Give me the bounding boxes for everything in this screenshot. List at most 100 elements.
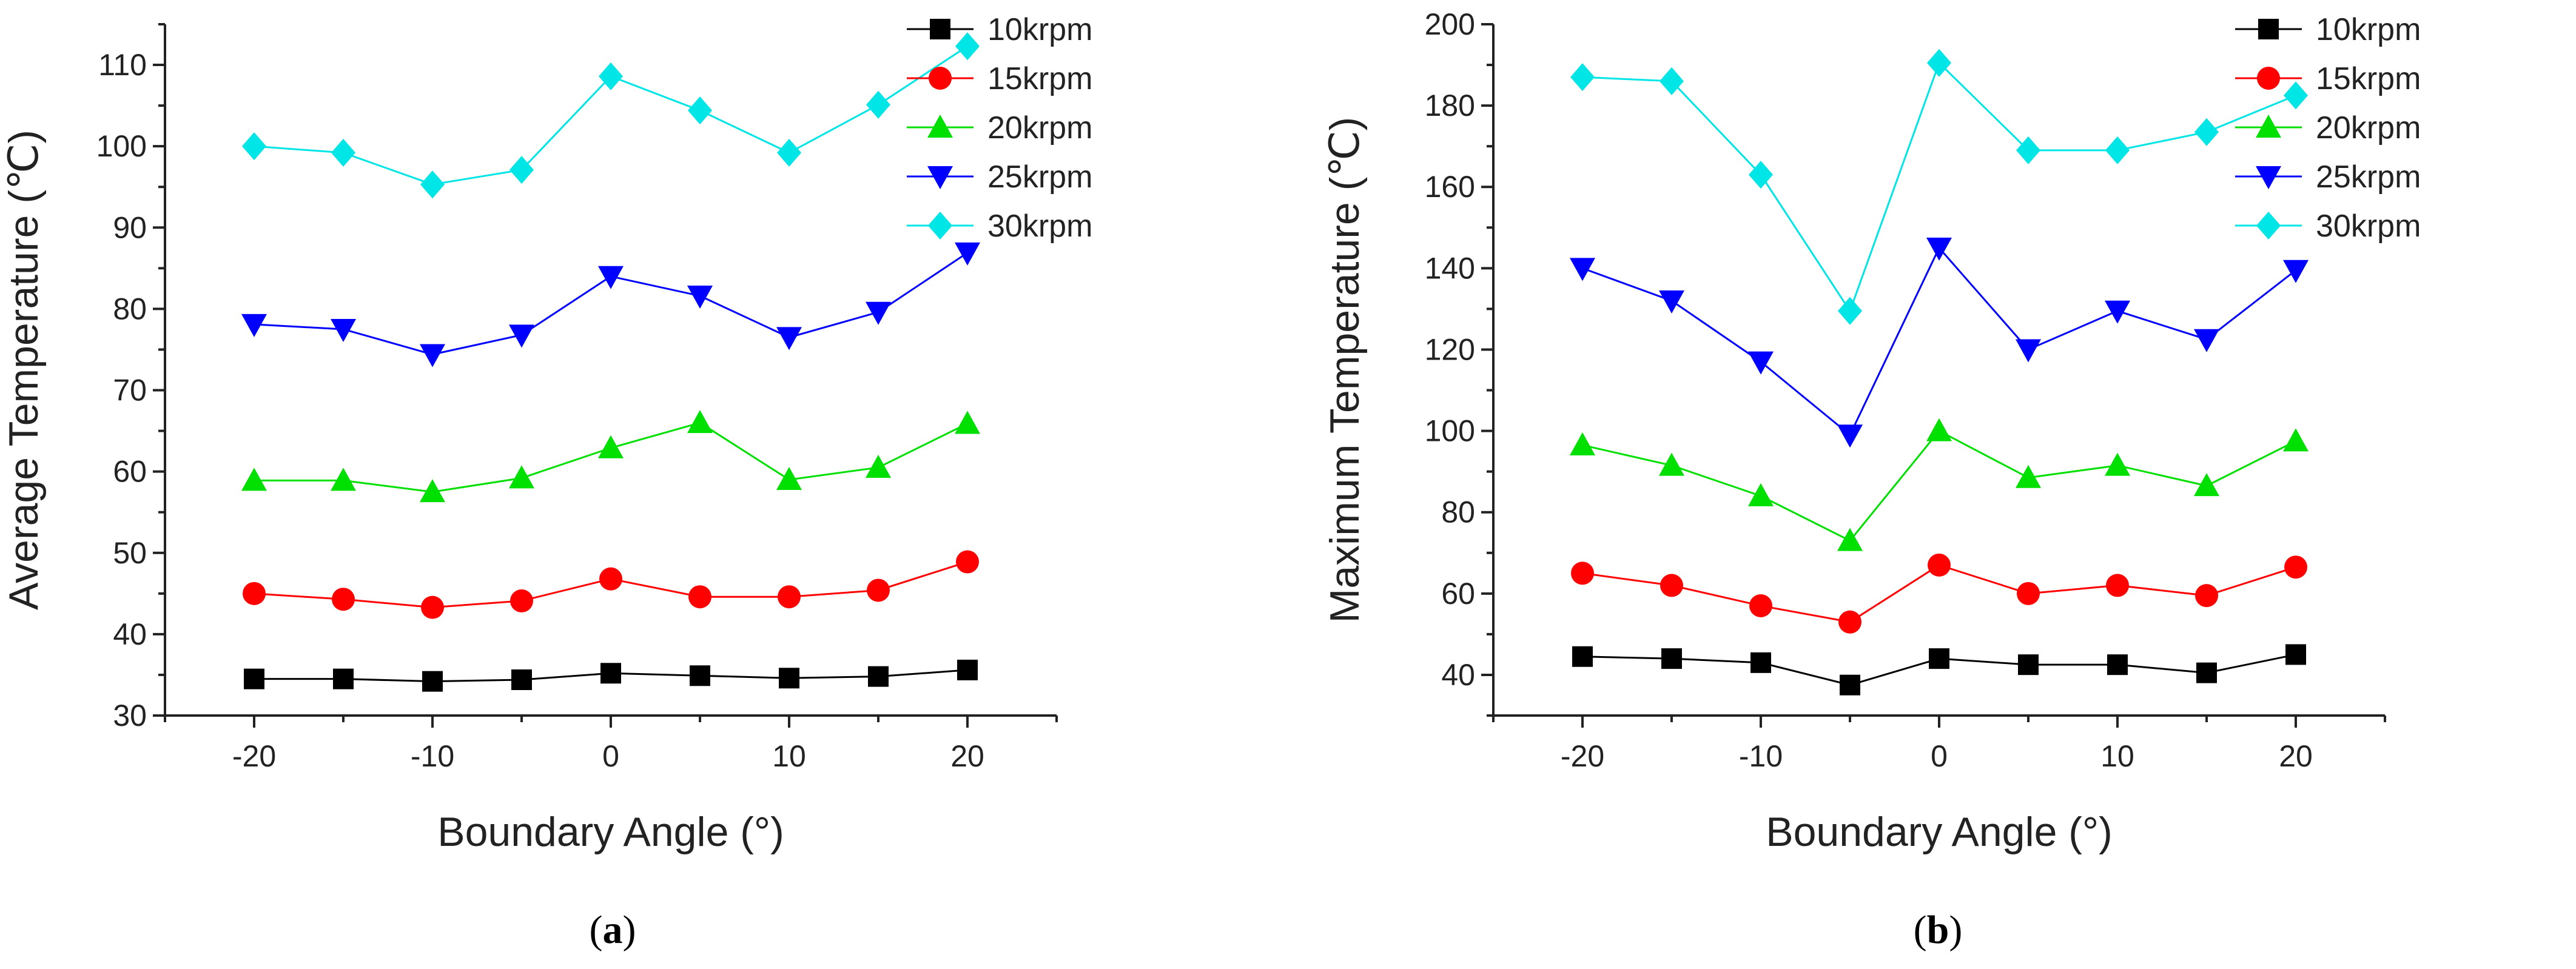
data-point-25krpm [776, 327, 802, 350]
data-point-20krpm [2194, 473, 2219, 497]
data-point-30krpm [688, 96, 712, 125]
x-tick-label: -10 [411, 739, 454, 773]
legend-label: 15krpm [2316, 61, 2421, 96]
legend-marker [2258, 19, 2279, 39]
data-point-10krpm [779, 668, 799, 689]
data-point-25krpm [687, 285, 713, 309]
panel-caption: (b) [1914, 908, 1963, 952]
caption-paren-open: ( [590, 908, 603, 952]
chart-panel-a: 30 40 50 60 70 80 90 100 110 -20 -10 0 10 20 Boundary … [1, 12, 1092, 952]
data-point-25krpm [1659, 290, 1684, 314]
x-tick-label: 20 [2279, 739, 2313, 773]
data-point-10krpm [1929, 648, 1949, 669]
data-point-15krpm [1928, 553, 1951, 577]
legend-label: 20krpm [987, 110, 1092, 146]
data-point-20krpm [1570, 432, 1595, 456]
legend-label: 10krpm [2316, 12, 2421, 47]
data-point-15krpm [2195, 584, 2218, 608]
data-point-10krpm [868, 666, 889, 687]
data-point-15krpm [421, 595, 444, 619]
data-point-10krpm [2107, 654, 2128, 676]
data-point-10krpm [2285, 644, 2306, 665]
data-point-20krpm [1659, 452, 1684, 476]
data-point-15krpm [599, 567, 622, 591]
legend-label: 15krpm [987, 61, 1092, 96]
legend-marker [927, 166, 953, 189]
x-tick-label: 0 [602, 739, 619, 773]
data-point-25krpm [1570, 258, 1595, 281]
y-tick-label: 40 [1441, 658, 1475, 692]
data-point-15krpm [956, 550, 979, 574]
data-point-15krpm [778, 585, 801, 609]
y-tick-label: 80 [1441, 495, 1475, 529]
x-tick-label: -20 [232, 739, 276, 773]
legend-marker [2256, 166, 2281, 189]
data-point-25krpm [2283, 260, 2309, 283]
legend-label: 25krpm [2316, 159, 2421, 195]
legend-label: 20krpm [2316, 110, 2421, 146]
y-tick-label: 100 [96, 129, 147, 163]
x-tick-label: 10 [2100, 739, 2134, 773]
legend-label: 30krpm [987, 209, 1092, 244]
data-point-15krpm [1838, 610, 1861, 634]
data-point-10krpm [690, 665, 710, 686]
caption-paren-open: ( [1914, 908, 1927, 952]
data-point-20krpm [687, 410, 713, 434]
data-point-25krpm [598, 266, 624, 289]
y-tick-label: 110 [98, 48, 147, 82]
data-point-25krpm [955, 242, 980, 266]
data-point-25krpm [241, 314, 267, 337]
data-point-30krpm [599, 62, 623, 90]
data-point-20krpm [1926, 418, 1952, 441]
y-tick-label: 180 [1425, 89, 1475, 122]
caption-letter: a [603, 908, 623, 952]
data-point-30krpm [955, 32, 980, 61]
caption-paren-close: ) [623, 908, 636, 952]
y-tick-label: 50 [113, 536, 147, 570]
y-tick-label: 30 [113, 699, 147, 733]
data-point-30krpm [1660, 67, 1684, 95]
data-point-30krpm [1749, 161, 1773, 189]
legend-marker [2257, 67, 2280, 90]
caption-paren-close: ) [1949, 908, 1962, 952]
data-point-25krpm [1926, 237, 1952, 261]
data-point-20krpm [331, 468, 356, 491]
data-point-10krpm [333, 668, 354, 689]
data-point-30krpm [420, 170, 445, 199]
data-point-15krpm [2017, 582, 2040, 605]
series-line-20krpm [1582, 429, 2296, 542]
data-point-20krpm [866, 454, 891, 478]
data-point-25krpm [866, 301, 891, 325]
data-point-30krpm [2284, 81, 2308, 110]
data-point-30krpm [1838, 297, 1862, 325]
data-point-10krpm [1572, 646, 1593, 667]
caption-letter: b [1927, 908, 1949, 952]
y-tick-label: 60 [1441, 577, 1475, 611]
data-point-20krpm [955, 411, 980, 434]
series-line-25krpm [1582, 246, 2296, 437]
data-point-15krpm [688, 585, 711, 609]
data-point-20krpm [2283, 428, 2309, 452]
data-point-20krpm [509, 465, 534, 489]
series-line-30krpm [1582, 61, 2296, 314]
data-point-15krpm [1749, 594, 1772, 617]
data-point-10krpm [244, 668, 264, 689]
data-point-20krpm [1837, 528, 1863, 551]
data-point-20krpm [2016, 464, 2041, 488]
data-point-25krpm [1748, 351, 1774, 375]
x-tick-label: -10 [1739, 739, 1783, 773]
data-point-15krpm [867, 578, 890, 602]
legend-marker [2256, 115, 2281, 138]
data-point-20krpm [420, 479, 445, 503]
y-tick-label: 140 [1425, 251, 1475, 285]
data-point-20krpm [1748, 483, 1774, 506]
data-point-15krpm [332, 588, 355, 611]
data-point-25krpm [2105, 300, 2130, 324]
data-point-30krpm [2194, 118, 2219, 146]
chart-panel-b: 40 60 80 100 120 140 160 180 200 -20 -10 0 10 20 Bound… [1322, 7, 2421, 952]
data-point-15krpm [1571, 562, 1594, 585]
legend-marker [930, 19, 950, 39]
legend-marker [2256, 212, 2281, 240]
data-point-25krpm [1837, 424, 1863, 448]
